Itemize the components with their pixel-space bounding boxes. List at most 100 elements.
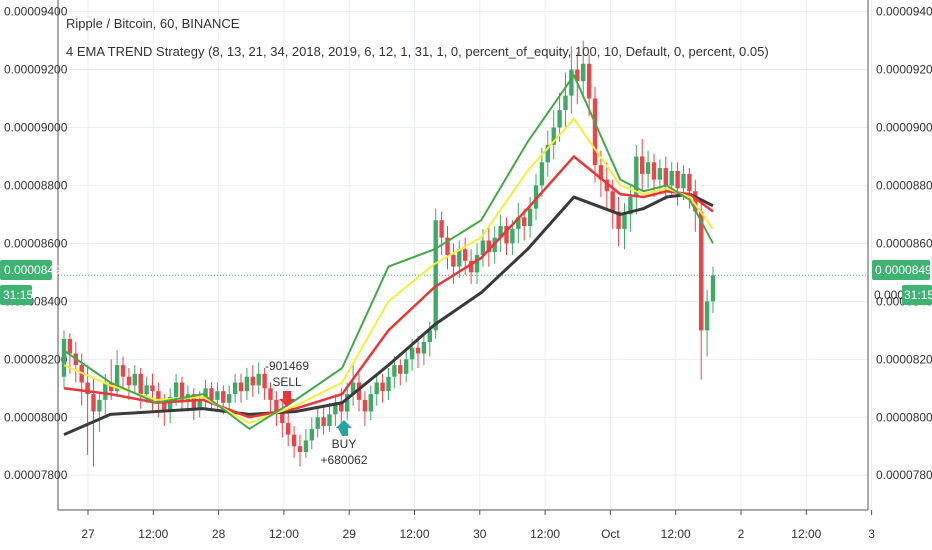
ema-line-ema-21 [63, 155, 714, 419]
candle-down [162, 402, 167, 412]
buy-trade-pnl: +680062 [320, 453, 367, 467]
candle-down [380, 382, 385, 392]
candle-up [645, 162, 651, 174]
candle-down [486, 240, 491, 253]
candle-down [280, 411, 285, 424]
strategy-legend[interactable]: 4 EMA TREND Strategy (8, 13, 21, 34, 201… [66, 44, 769, 59]
candle-down [156, 391, 161, 403]
x-tick-label: 12:00 [530, 527, 560, 541]
y-tick-label-left: 0.00009000 [4, 121, 68, 135]
y-tick-label-left: 0.00008800 [4, 178, 68, 192]
y-tick-label-left: 0.00009400 [4, 5, 68, 19]
candle-up [516, 217, 521, 229]
candle-down [699, 211, 704, 331]
candle-down [604, 179, 609, 192]
y-tick-label-left: 0.00008000 [4, 410, 68, 424]
ema-line-ema-34 [63, 192, 714, 437]
buy-trade-label: BUY [332, 437, 357, 451]
candle-up [669, 170, 674, 186]
candle-up [227, 394, 232, 403]
y-tick-label-right: 0.00008200 [876, 352, 932, 366]
candle-up [657, 168, 663, 180]
candle-up [309, 428, 314, 441]
candle-down [126, 376, 132, 386]
candle-up [386, 376, 391, 392]
candle-down [362, 399, 368, 412]
candle-up [474, 255, 480, 273]
candle-down [445, 237, 450, 255]
candle-up [498, 226, 503, 238]
candle-up [97, 399, 102, 412]
candle-down [651, 162, 657, 180]
candle-down [238, 382, 244, 392]
candle-up [681, 173, 686, 189]
candle-down [268, 388, 273, 400]
candle-down [67, 339, 73, 354]
right-countdown-badge [902, 285, 932, 305]
sell-trade-label: SELL [272, 375, 302, 389]
trade-markers: -901469 SELL BUY +680062 [265, 359, 368, 467]
candle-down [693, 191, 698, 212]
candle-up [103, 382, 108, 400]
left-price-badge [0, 260, 52, 280]
candle-down [262, 373, 267, 389]
candle-up [173, 382, 179, 397]
candle-up [333, 402, 338, 415]
candle-up [563, 95, 568, 111]
left-countdown-value: 31:15 [3, 288, 33, 302]
candle-up [533, 185, 539, 209]
candle-down [321, 417, 326, 426]
candle-up [232, 382, 238, 395]
candle-up [244, 376, 250, 392]
ema-lines [63, 74, 714, 437]
candle-up [368, 394, 373, 412]
candle-up [215, 391, 220, 400]
candle-down [663, 168, 668, 186]
x-tick-label: 27 [81, 527, 95, 541]
candle-up [197, 399, 202, 409]
candle-up [256, 373, 261, 386]
ema-line-ema-8 [63, 74, 714, 430]
y-tick-label-right: 0.00009400 [876, 5, 932, 19]
candle-down [91, 394, 96, 412]
candle-up [409, 347, 415, 360]
candle-up [628, 197, 633, 215]
candle-up [144, 385, 149, 395]
candle-down [120, 365, 126, 377]
candle-down [221, 391, 226, 403]
candle-up [704, 301, 710, 331]
candle-up [634, 156, 639, 198]
candle-down [109, 382, 114, 392]
candle-up [168, 396, 173, 412]
x-tick-label: 12:00 [661, 527, 691, 541]
x-tick-label: 12:00 [269, 527, 299, 541]
chart-header: Ripple / Bitcoin, 60, BINANCE 4 EMA TREN… [66, 16, 769, 59]
candle-up [61, 339, 67, 377]
right-axis-partial-value: 0.000 [874, 288, 904, 302]
symbol-title: Ripple / Bitcoin, 60, BINANCE [66, 16, 240, 31]
x-tick-label: 12:00 [138, 527, 168, 541]
candle-down [439, 220, 444, 238]
candle-up [581, 63, 586, 82]
x-tick-label: Oct [601, 527, 620, 541]
x-tick-label: 12:00 [399, 527, 429, 541]
candle-up [327, 414, 332, 426]
candle-down [415, 347, 421, 354]
candle-up [569, 69, 574, 96]
candle-down [598, 165, 604, 180]
candle-down [451, 255, 456, 267]
candle-up [480, 240, 486, 255]
buy-arrow-icon [336, 420, 352, 436]
left-price-badge-value: 0.00008490 [4, 263, 68, 277]
y-tick-label-right: 0.00008600 [876, 236, 932, 250]
candle-up [374, 382, 379, 395]
candle-down [286, 423, 291, 435]
candle-up [551, 127, 556, 145]
sell-arrow-icon [279, 391, 295, 407]
right-price-badge-value: 0.00008490 [875, 263, 932, 277]
x-tick-label: 30 [473, 527, 487, 541]
candle-up [392, 365, 397, 377]
candle-up [350, 382, 356, 395]
candle-up [132, 373, 137, 386]
